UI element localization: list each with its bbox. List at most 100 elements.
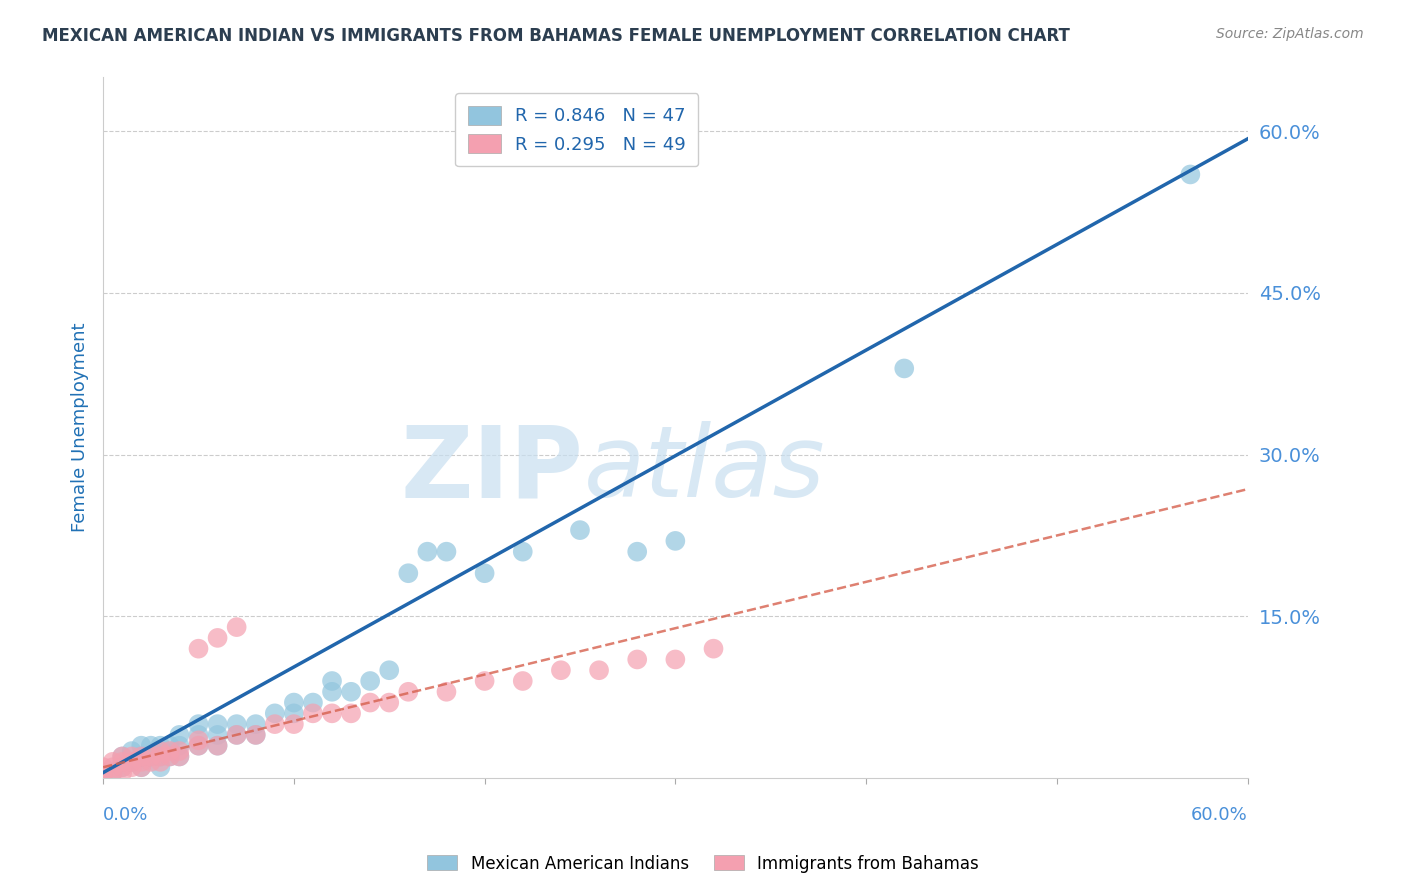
Point (207, 717, 229, 731)
Text: Source: ZipAtlas.com: Source: ZipAtlas.com (1216, 27, 1364, 41)
Text: ZIP: ZIP (401, 421, 583, 518)
Point (129, 749, 152, 764)
Point (207, 728, 229, 742)
Point (626, 544, 648, 558)
Point (207, 739, 229, 753)
Point (378, 663, 401, 677)
Point (169, 744, 191, 758)
Point (225, 728, 247, 742)
Point (121, 744, 143, 758)
Point (159, 749, 181, 764)
Point (474, 673, 496, 688)
Point (187, 641, 209, 656)
Point (550, 663, 572, 677)
Point (111, 749, 134, 764)
Point (283, 717, 305, 731)
Point (121, 755, 143, 769)
Point (396, 685, 419, 699)
Point (664, 533, 686, 548)
Y-axis label: Female Unemployment: Female Unemployment (72, 323, 89, 533)
Point (1180, 168, 1202, 182)
Point (187, 717, 209, 731)
Point (245, 728, 267, 742)
Point (139, 739, 162, 753)
Point (129, 760, 152, 774)
Point (225, 620, 247, 634)
Point (111, 760, 134, 774)
Point (321, 685, 343, 699)
Point (664, 652, 686, 666)
Text: atlas: atlas (583, 421, 825, 518)
Point (245, 717, 267, 731)
Point (121, 755, 143, 769)
Point (159, 744, 181, 758)
Point (225, 717, 247, 731)
Point (340, 706, 363, 721)
Point (101, 755, 124, 769)
Point (129, 760, 152, 774)
Point (139, 755, 162, 769)
Point (149, 755, 172, 769)
Point (396, 566, 419, 581)
Point (245, 728, 267, 742)
Point (159, 739, 181, 753)
Point (702, 641, 724, 656)
Point (283, 696, 305, 710)
Point (207, 631, 229, 645)
Point (91, 771, 114, 785)
Point (169, 728, 191, 742)
Point (111, 760, 134, 774)
Point (893, 361, 915, 376)
Point (474, 566, 496, 581)
Point (436, 685, 458, 699)
Point (149, 739, 172, 753)
Point (321, 706, 343, 721)
Point (263, 706, 285, 721)
Text: 60.0%: 60.0% (1191, 806, 1247, 824)
Point (169, 739, 191, 753)
Point (139, 749, 162, 764)
Text: 0.0%: 0.0% (103, 806, 149, 824)
Point (139, 749, 162, 764)
Point (149, 749, 172, 764)
Point (149, 760, 172, 774)
Point (101, 765, 124, 780)
Point (169, 749, 191, 764)
Point (302, 696, 325, 710)
Point (101, 765, 124, 780)
Point (101, 760, 124, 774)
Point (121, 760, 143, 774)
Point (111, 755, 134, 769)
Point (321, 673, 343, 688)
Point (159, 749, 181, 764)
Point (121, 749, 143, 764)
Point (359, 673, 381, 688)
Point (207, 739, 229, 753)
Point (111, 749, 134, 764)
Point (263, 717, 285, 731)
Text: MEXICAN AMERICAN INDIAN VS IMMIGRANTS FROM BAHAMAS FEMALE UNEMPLOYMENT CORRELATI: MEXICAN AMERICAN INDIAN VS IMMIGRANTS FR… (42, 27, 1070, 45)
Point (302, 706, 325, 721)
Point (169, 749, 191, 764)
Legend: Mexican American Indians, Immigrants from Bahamas: Mexican American Indians, Immigrants fro… (420, 848, 986, 880)
Point (225, 728, 247, 742)
Point (359, 696, 381, 710)
Point (129, 755, 152, 769)
Point (187, 733, 209, 747)
Point (569, 523, 592, 537)
Point (149, 749, 172, 764)
Point (91, 760, 114, 774)
Point (436, 544, 458, 558)
Point (283, 706, 305, 721)
Point (187, 728, 209, 742)
Point (149, 744, 172, 758)
Point (512, 673, 534, 688)
Point (111, 765, 134, 780)
Point (129, 749, 152, 764)
Point (588, 663, 610, 677)
Legend: R = 0.846   N = 47, R = 0.295   N = 49: R = 0.846 N = 47, R = 0.295 N = 49 (456, 94, 699, 167)
Point (340, 685, 363, 699)
Point (378, 696, 401, 710)
Point (416, 544, 439, 558)
Point (187, 739, 209, 753)
